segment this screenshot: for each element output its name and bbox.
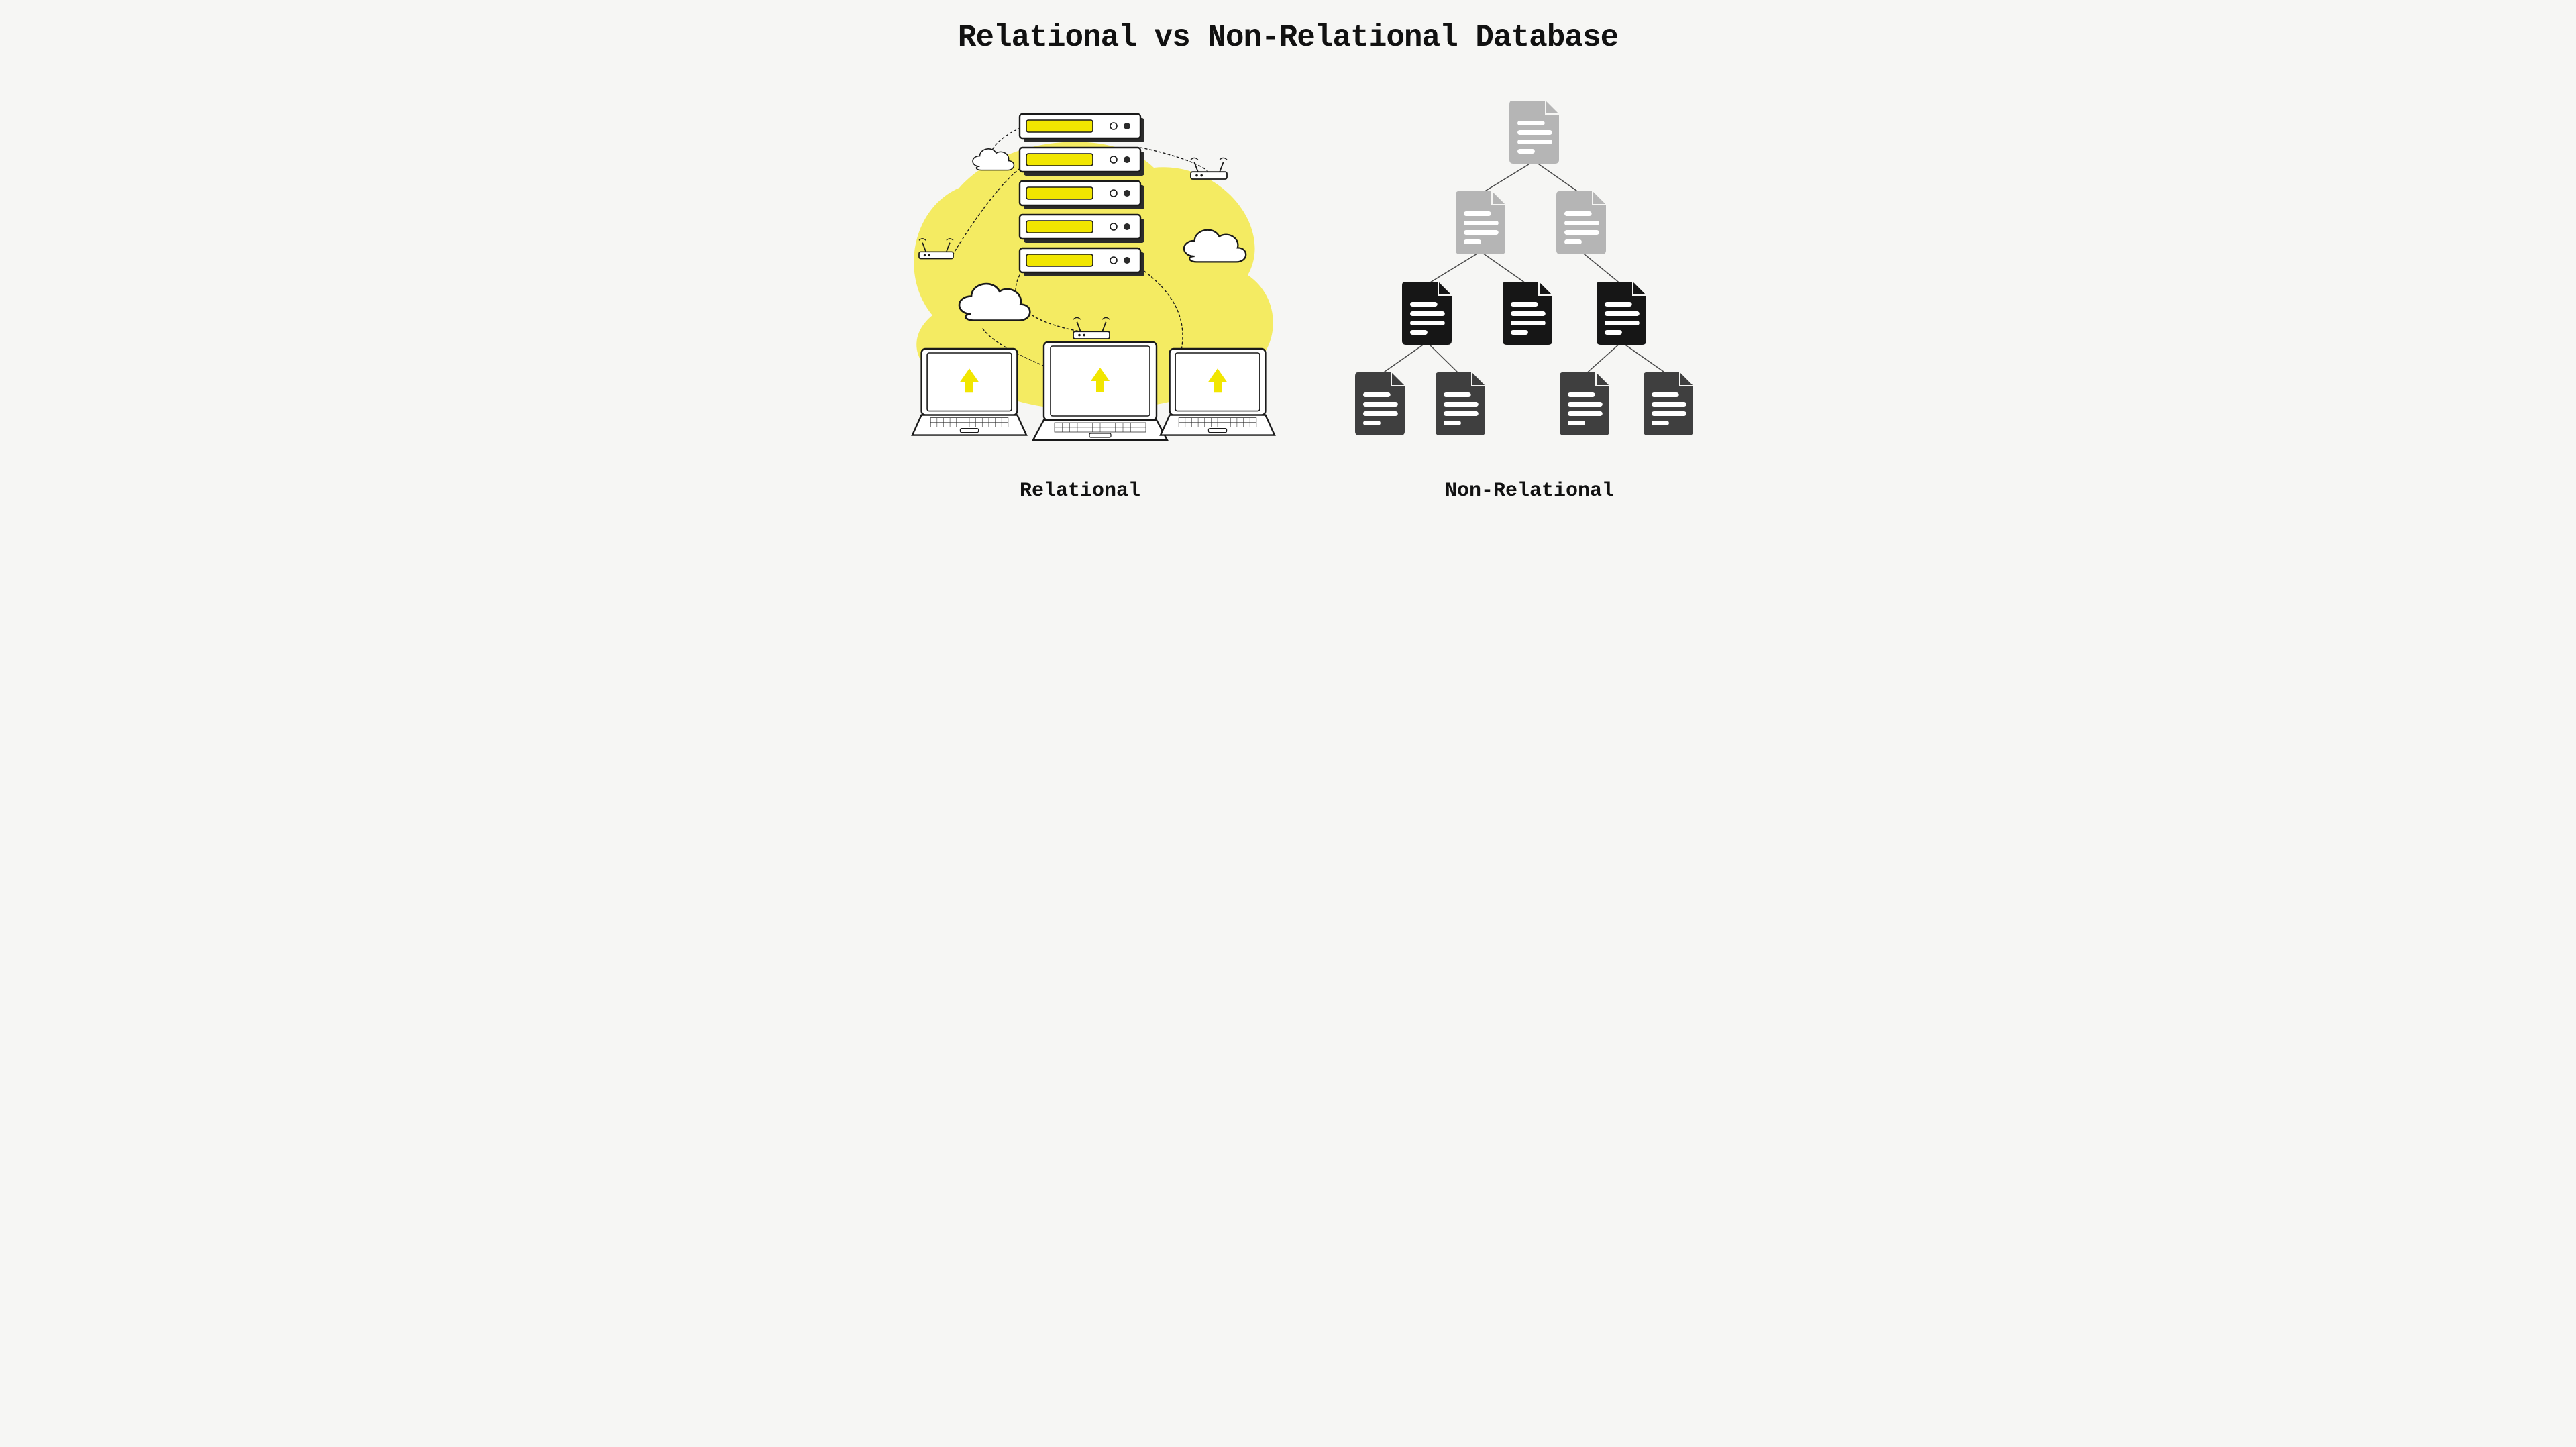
relational-illustration xyxy=(872,101,1288,463)
document-icon xyxy=(1456,191,1505,254)
laptop-icon xyxy=(912,349,1026,435)
laptop-icon xyxy=(1161,349,1275,435)
nonrelational-label: Non-Relational xyxy=(1335,480,1724,502)
document-icon xyxy=(1503,282,1552,345)
server-stack-icon xyxy=(1020,114,1144,276)
document-icon xyxy=(1355,372,1405,435)
page-title: Relational vs Non-Relational Database xyxy=(818,20,1758,55)
document-icon xyxy=(1597,282,1646,345)
document-icon xyxy=(1402,282,1452,345)
tree-edge xyxy=(1427,252,1481,284)
tree-edge xyxy=(1481,161,1534,194)
document-icon xyxy=(1644,372,1693,435)
document-icon xyxy=(1560,372,1609,435)
cloud-icon xyxy=(973,149,1014,170)
nonrelational-tree xyxy=(1335,94,1724,470)
tree-edge xyxy=(1581,252,1621,284)
document-icon xyxy=(1436,372,1485,435)
tree-edge xyxy=(1427,342,1460,375)
tree-edge xyxy=(1585,342,1621,375)
relational-label: Relational xyxy=(872,480,1288,502)
document-icon xyxy=(1509,101,1559,164)
router-icon xyxy=(1191,158,1227,180)
document-icon xyxy=(1556,191,1606,254)
laptop-icon xyxy=(1033,342,1167,440)
diagram-canvas: Relational vs Non-Relational Database Re… xyxy=(818,0,1758,527)
tree-edge xyxy=(1380,342,1427,375)
tree-edge xyxy=(1481,252,1527,284)
tree-edge xyxy=(1534,161,1581,194)
tree-edge xyxy=(1621,342,1668,375)
